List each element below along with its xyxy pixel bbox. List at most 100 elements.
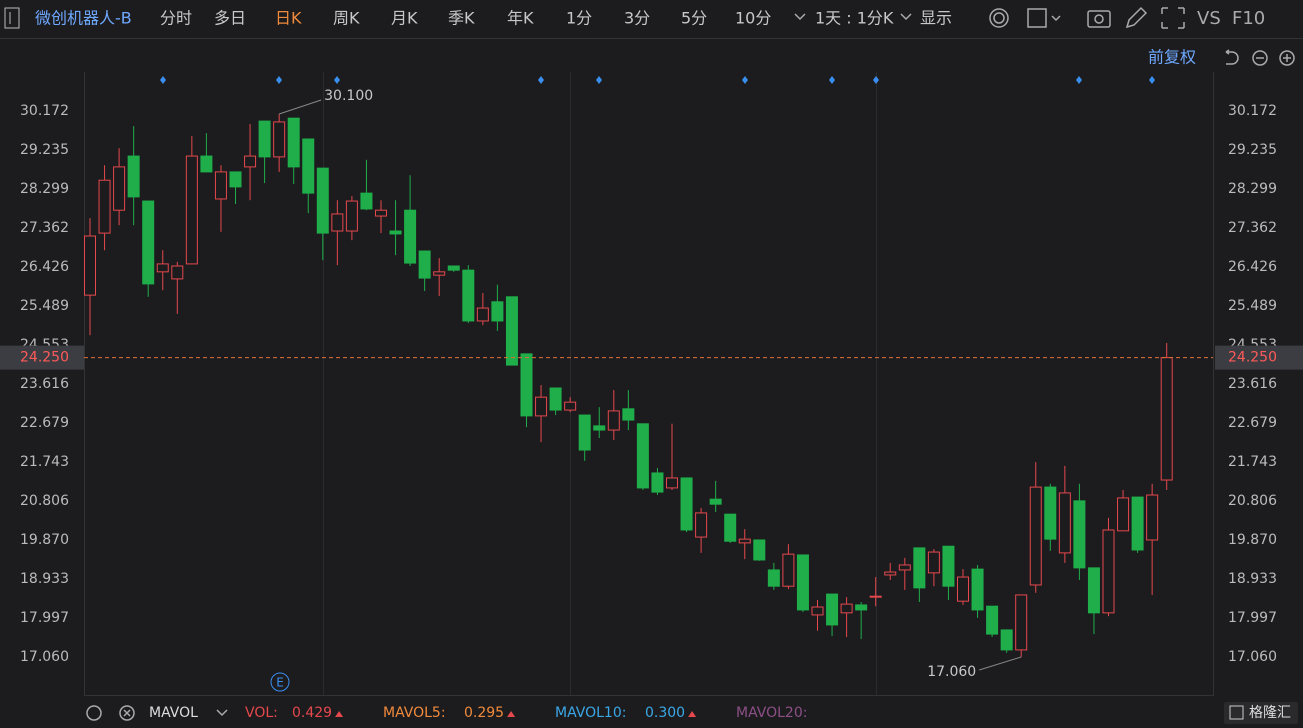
- y-tick-label: 21.743: [20, 454, 69, 470]
- candle-body: [505, 296, 518, 366]
- candle-body: [869, 595, 882, 598]
- candle-body: [898, 564, 911, 571]
- period-tab[interactable]: 季K: [448, 9, 475, 28]
- low-pointer: [979, 656, 1022, 671]
- event-icon-letter: E: [276, 676, 284, 690]
- candle-body: [200, 155, 213, 173]
- candle-body: [695, 512, 708, 538]
- candle-body: [942, 545, 955, 587]
- y-tick-label-right: 19.870: [1228, 532, 1277, 548]
- candle-body: [855, 604, 868, 611]
- period-tab[interactable]: 日K: [275, 9, 302, 28]
- y-tick-label-right: 26.426: [1228, 259, 1277, 275]
- candle-body: [447, 265, 460, 271]
- candle-body: [418, 250, 431, 279]
- candle-body: [709, 498, 722, 505]
- symbol[interactable]: 微创机器人-B: [35, 9, 132, 28]
- candle-body: [636, 423, 649, 489]
- y-tick-label-right: 21.743: [1228, 454, 1277, 470]
- y-tick-label: 17.060: [20, 649, 69, 665]
- y-tick-label: 22.679: [20, 415, 69, 431]
- candle-body: [986, 605, 999, 635]
- candle-body: [84, 235, 96, 296]
- candle-body: [1160, 357, 1173, 481]
- candle-body: [578, 414, 591, 451]
- indicator-label: VOL:: [245, 705, 278, 721]
- candle-body: [767, 569, 780, 587]
- y-tick-label: 25.489: [20, 298, 69, 314]
- indicator-arrow: [688, 711, 697, 717]
- adjust-mode[interactable]: 前复权: [1148, 48, 1196, 67]
- candle-body: [229, 171, 242, 188]
- y-tick-label-right: 18.933: [1228, 571, 1277, 587]
- candle-body: [244, 155, 257, 168]
- y-tick-label-right: 22.679: [1228, 415, 1277, 431]
- candle-body: [520, 353, 533, 417]
- candle-body: [127, 155, 140, 198]
- period-tab[interactable]: 年K: [507, 9, 534, 28]
- y-tick-label: 26.426: [20, 259, 69, 275]
- candle-body: [258, 120, 271, 158]
- period-select[interactable]: 1天 : 1分K: [815, 9, 894, 28]
- candle-body: [1087, 567, 1100, 614]
- candle-body: [971, 568, 984, 611]
- period-tab[interactable]: 周K: [333, 9, 360, 28]
- candle-body: [156, 263, 169, 273]
- candle-body: [404, 209, 417, 264]
- period-tab[interactable]: 5分: [681, 9, 707, 28]
- period-tab[interactable]: 10分: [735, 9, 771, 28]
- candle-body: [724, 513, 737, 542]
- menu-icon[interactable]: [4, 7, 20, 29]
- period-tab[interactable]: 多日: [214, 9, 246, 28]
- candle-body: [113, 166, 126, 211]
- candle-body: [680, 477, 693, 531]
- y-tick-label: 19.870: [20, 532, 69, 548]
- candle-body: [913, 547, 926, 589]
- candle-body: [98, 179, 111, 234]
- high-pointer: [278, 99, 322, 115]
- candle-body: [927, 551, 940, 574]
- period-tab[interactable]: 1分: [566, 9, 592, 28]
- candle-body: [214, 171, 227, 200]
- candle-body: [1029, 486, 1042, 586]
- indicator-label: MAVOL20:: [736, 705, 807, 721]
- vs-button[interactable]: VS: [1197, 8, 1221, 29]
- y-tick-label-right: 27.362: [1228, 220, 1277, 236]
- candle-body: [884, 571, 897, 576]
- y-tick-label-right: 17.060: [1228, 649, 1277, 665]
- candle-body: [1058, 492, 1071, 554]
- y-tick-label: 30.172: [20, 103, 69, 119]
- candle-body: [607, 410, 620, 431]
- candle-body: [564, 401, 577, 411]
- y-tick-label: 18.933: [20, 571, 69, 587]
- y-tick-label-right: 23.616: [1228, 376, 1277, 392]
- event-icon[interactable]: [270, 672, 290, 692]
- period-tab[interactable]: 月K: [391, 9, 418, 28]
- event-markers: [160, 76, 1155, 84]
- toolbar-icons[interactable]: [86, 6, 1295, 721]
- last-price-label: 24.250: [20, 350, 69, 366]
- candle-body: [1117, 497, 1130, 532]
- logo: 格隆汇: [1249, 705, 1291, 721]
- indicator-name[interactable]: MAVOL: [149, 705, 198, 721]
- candle-body: [796, 554, 809, 611]
- candle-body: [433, 271, 446, 276]
- f10-button[interactable]: F10: [1232, 8, 1265, 29]
- y-tick-label-right: 25.489: [1228, 298, 1277, 314]
- candle-body: [738, 538, 751, 544]
- indicator-label: MAVOL10:: [555, 705, 626, 721]
- candle-body: [1131, 496, 1144, 551]
- last-price-box: [0, 345, 84, 370]
- candle-body: [491, 301, 504, 322]
- logo-mark: [1229, 705, 1244, 720]
- indicator-arrow: [335, 711, 344, 717]
- period-tab[interactable]: 3分: [624, 9, 650, 28]
- y-tick-label-right: 30.172: [1228, 103, 1277, 119]
- candle-body: [622, 408, 635, 421]
- y-tick-label: 27.362: [20, 220, 69, 236]
- candle-body: [1015, 594, 1028, 651]
- low-label: 17.060: [927, 664, 976, 680]
- candle-body: [1102, 529, 1115, 614]
- display-menu[interactable]: 显示: [920, 9, 952, 28]
- period-tab[interactable]: 分时: [160, 9, 192, 28]
